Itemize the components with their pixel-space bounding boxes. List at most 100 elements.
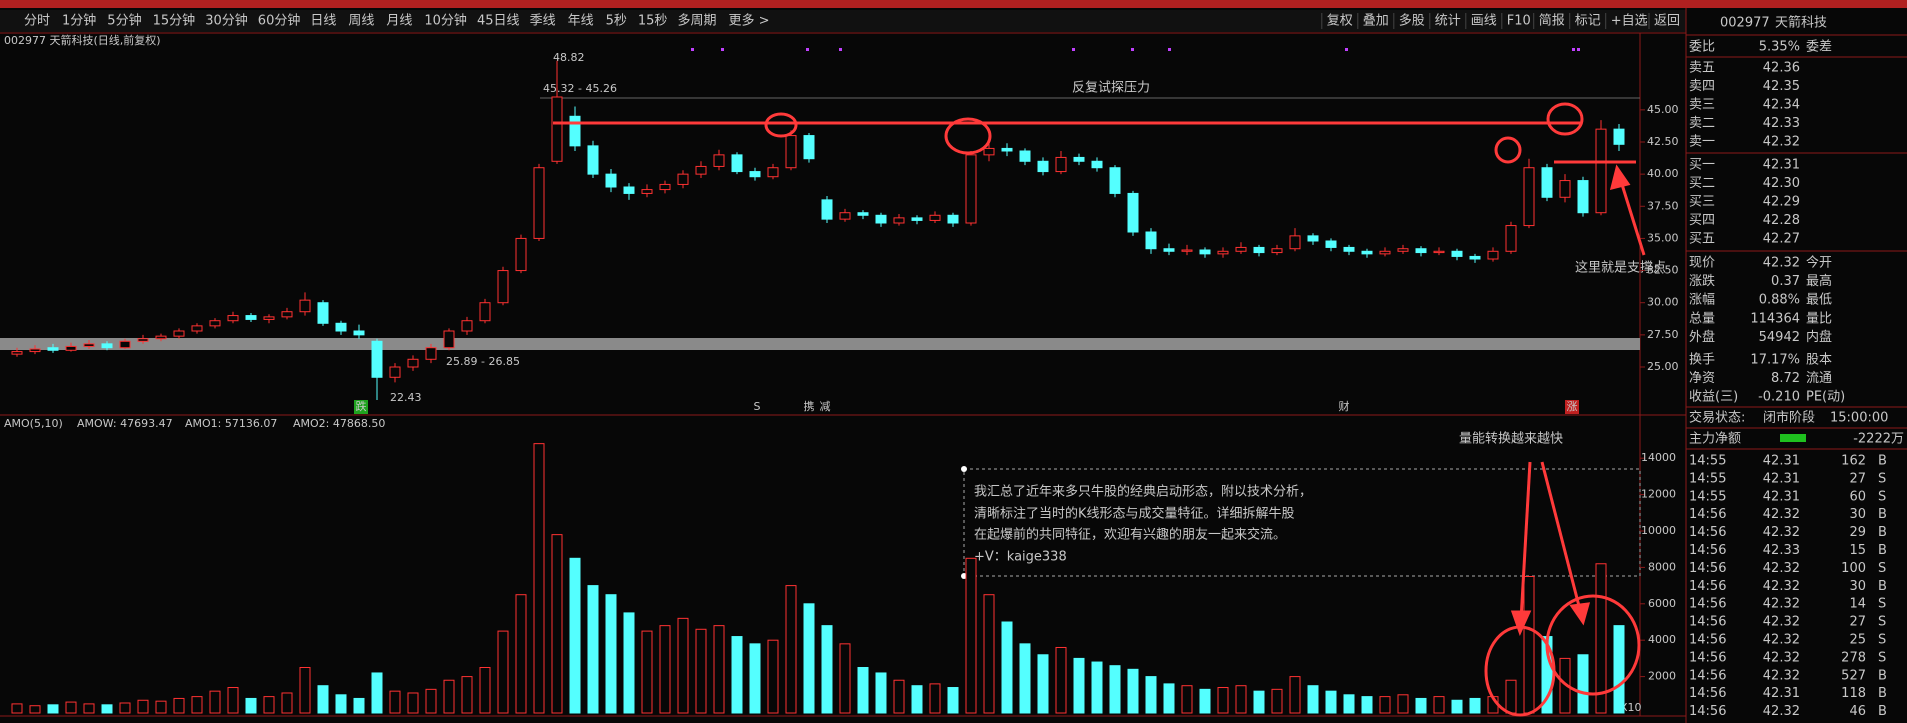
period-tab[interactable]: 多周期 xyxy=(678,13,717,29)
candle-body xyxy=(497,270,509,304)
period-tab[interactable]: 45日线 xyxy=(477,14,520,29)
flow-label: 主力净额 xyxy=(1689,432,1741,447)
volume-bar xyxy=(1289,676,1301,714)
event-dot xyxy=(1572,48,1575,51)
candle-body xyxy=(1487,250,1499,260)
toolbar-button[interactable]: 标记 xyxy=(1575,14,1601,29)
trade-price: 42.31 xyxy=(1763,686,1800,701)
candle-body xyxy=(389,366,401,378)
volume-bar xyxy=(1469,697,1481,714)
period-tab[interactable]: 周线 xyxy=(348,14,374,29)
stat-label: 流通 xyxy=(1806,371,1832,386)
status-time: 15:00:00 xyxy=(1830,411,1888,426)
stat-label: 最高 xyxy=(1806,273,1832,289)
note-support: 这里就是支撑点 xyxy=(1575,260,1666,276)
trade-volume: 60 xyxy=(1849,489,1866,504)
period-tab[interactable]: 30分钟 xyxy=(205,13,248,29)
trade-price: 42.33 xyxy=(1763,543,1800,558)
text-box-line: +V：kaige338 xyxy=(974,550,1067,565)
stat-label: 股本 xyxy=(1806,353,1832,368)
period-tab[interactable]: 5分钟 xyxy=(107,13,141,29)
trade-side: S xyxy=(1878,561,1886,576)
candle-body xyxy=(245,315,257,320)
volume-bar xyxy=(1091,661,1103,714)
trade-volume: 27 xyxy=(1849,471,1866,486)
trade-price: 42.32 xyxy=(1763,525,1800,540)
period-tab[interactable]: 15分钟 xyxy=(153,13,196,29)
y-tick-label: 8000 xyxy=(1648,560,1676,573)
volume-bar xyxy=(695,628,707,714)
candle-body xyxy=(587,145,599,175)
candle-body xyxy=(1433,250,1445,254)
candle-body xyxy=(443,330,455,349)
stat-value: 0.88% xyxy=(1759,293,1800,308)
trade-volume: 118 xyxy=(1841,686,1866,701)
trade-price: 42.32 xyxy=(1763,615,1800,630)
y-tick-label: 12000 xyxy=(1641,488,1676,501)
gap-label: 45.32 - 45.26 xyxy=(543,82,617,95)
trade-time: 14:56 xyxy=(1689,597,1726,612)
stat-label: 总量 xyxy=(1689,311,1715,326)
label: 委差 xyxy=(1806,40,1832,55)
toolbar-button[interactable]: 叠加 xyxy=(1363,14,1389,29)
period-tab[interactable]: 15秒 xyxy=(638,14,668,29)
toolbar-button[interactable]: 统计 xyxy=(1435,14,1461,29)
trade-volume: 25 xyxy=(1849,633,1866,648)
trade-volume: 46 xyxy=(1849,704,1866,719)
volume-bar xyxy=(983,594,995,714)
candle-body xyxy=(623,186,635,194)
low-label: 22.43 xyxy=(390,391,422,404)
period-tab[interactable]: 5秒 xyxy=(606,14,627,29)
y-tick-label: 45.00 xyxy=(1647,103,1679,116)
text-box-line: 我汇总了近年来多只牛股的经典启动形态，附以技术分析， xyxy=(974,484,1312,500)
toolbar-button[interactable]: 简报 xyxy=(1539,13,1565,29)
volume-bar xyxy=(119,702,131,714)
candle-body xyxy=(47,347,59,351)
toolbar-button[interactable]: 复权 xyxy=(1327,13,1353,29)
period-tab[interactable]: 月线 xyxy=(386,14,412,29)
period-tab[interactable]: 日线 xyxy=(310,14,336,29)
period-tab[interactable]: 1分钟 xyxy=(62,13,96,29)
period-tab[interactable]: 更多 > xyxy=(729,13,770,29)
toolbar-button[interactable]: +自选 xyxy=(1611,14,1648,29)
trade-volume: 278 xyxy=(1841,650,1866,665)
period-tab[interactable]: 60分钟 xyxy=(258,13,301,29)
toolbar-button[interactable]: F10 xyxy=(1507,14,1531,29)
toolbar-button[interactable]: 多股 xyxy=(1399,13,1425,29)
candle-body xyxy=(425,347,437,360)
volume-bar xyxy=(191,696,203,714)
volume-bar xyxy=(1577,654,1589,714)
volume-bar xyxy=(389,690,401,714)
volume-bar xyxy=(965,557,977,714)
period-tab[interactable]: 年线 xyxy=(568,14,594,29)
candle-body xyxy=(839,212,851,220)
user-drawings xyxy=(553,102,1646,717)
candle-body xyxy=(821,199,833,220)
candle-body xyxy=(1145,231,1157,250)
period-tab[interactable]: 分时 xyxy=(24,14,50,29)
volume-bar xyxy=(137,699,149,714)
book-label: 卖四 xyxy=(1689,79,1715,94)
period-tab[interactable]: 季线 xyxy=(530,14,556,29)
high-label: 48.82 xyxy=(553,51,585,64)
handle xyxy=(961,466,967,472)
candle-body xyxy=(137,338,149,342)
volume-bar xyxy=(857,667,869,714)
candle-body xyxy=(1361,250,1373,255)
toolbar-button[interactable]: 返回 xyxy=(1654,14,1680,29)
candle-body xyxy=(1559,180,1571,198)
toolbar-button[interactable]: 画线 xyxy=(1471,14,1497,29)
candle-body xyxy=(785,135,797,169)
candle-body xyxy=(659,183,671,191)
candle-body xyxy=(731,154,743,173)
volume-bar xyxy=(1307,685,1319,714)
period-tab[interactable]: 10分钟 xyxy=(424,13,467,29)
volume-bar xyxy=(479,667,491,714)
candle-body xyxy=(857,212,869,216)
trade-side: S xyxy=(1878,615,1886,630)
candle-body xyxy=(119,340,131,349)
event-dot xyxy=(721,48,724,51)
book-price: 42.33 xyxy=(1763,116,1800,131)
volume-bar xyxy=(605,594,617,714)
event-dot xyxy=(1131,48,1134,51)
